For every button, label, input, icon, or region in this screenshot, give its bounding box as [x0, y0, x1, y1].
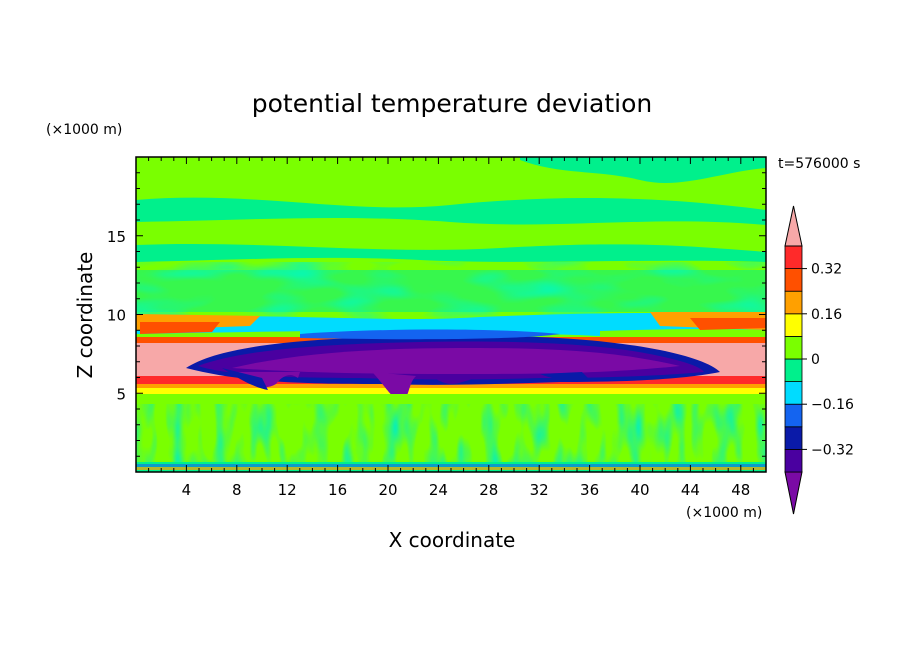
colorbar-swatch	[784, 426, 803, 450]
colorbar-swatch	[784, 335, 803, 360]
colorbar-label: 0.16	[811, 307, 842, 323]
x-tick-label: 16	[328, 481, 347, 499]
x-tick-label: 20	[378, 481, 397, 499]
x-tick-label: 24	[429, 481, 448, 499]
colorbar-min-triangle	[784, 471, 803, 515]
colorbar-swatch	[784, 268, 803, 292]
x-tick-label: 40	[630, 481, 649, 499]
y-tick-marks: 5 10 15	[107, 172, 766, 457]
x-tick-label: 44	[681, 481, 700, 499]
colorbar-swatch	[784, 448, 803, 473]
x-unit-label: (×1000 m)	[686, 505, 762, 521]
y-axis-label: Z coordinate	[73, 252, 97, 379]
colorbar-swatch	[784, 313, 803, 337]
x-tick-label: 28	[479, 481, 498, 499]
y-unit-label: (×1000 m)	[46, 122, 122, 138]
colorbar-label: −0.16	[811, 397, 854, 413]
colorbar-label: 0	[811, 352, 820, 368]
y-tick-label: 10	[107, 307, 126, 325]
y-tick-label: 5	[116, 385, 126, 403]
colorbar-swatch	[784, 358, 803, 383]
x-tick-label: 32	[530, 481, 549, 499]
time-label: t=576000 s	[778, 156, 860, 172]
contour-field	[136, 157, 766, 472]
colorbar-swatch	[784, 290, 803, 315]
colorbar-max-triangle	[784, 205, 803, 247]
x-tick-label: 8	[232, 481, 242, 499]
colorbar-swatch	[784, 245, 803, 270]
colorbar: 0.32 0.16 0 −0.16 −0.32	[784, 205, 854, 515]
x-tick-marks: 4 8 12 16 20 24 28 32 36 40 44 48	[148, 157, 754, 499]
colorbar-label: 0.32	[811, 262, 842, 278]
colorbar-swatch	[784, 403, 803, 428]
colorbar-label: −0.32	[811, 442, 854, 458]
x-tick-label: 4	[182, 481, 192, 499]
chart-title: potential temperature deviation	[252, 89, 652, 118]
y-tick-label: 15	[107, 228, 126, 246]
x-axis-label: X coordinate	[389, 528, 516, 552]
colorbar-swatch	[784, 381, 803, 405]
x-tick-label: 36	[580, 481, 599, 499]
x-tick-label: 48	[731, 481, 750, 499]
x-tick-label: 12	[278, 481, 297, 499]
